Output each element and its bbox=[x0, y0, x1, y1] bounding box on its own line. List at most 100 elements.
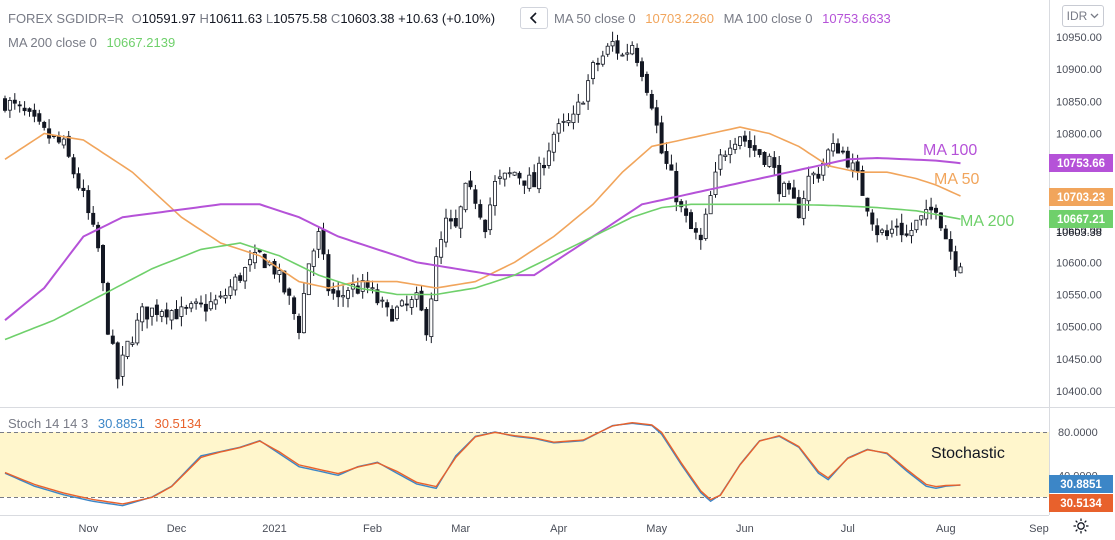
candle-body bbox=[693, 228, 698, 233]
candle-body bbox=[801, 198, 806, 219]
candle-body bbox=[865, 197, 870, 212]
candle-body bbox=[125, 340, 130, 357]
legend-row-stoch[interactable]: Stoch 14 14 3 30.8851 30.5134 bbox=[8, 416, 201, 431]
candle-body bbox=[135, 319, 140, 344]
candle-body bbox=[943, 228, 948, 240]
ma-line-ma50 bbox=[4, 126, 961, 289]
candle-body bbox=[718, 154, 723, 170]
ma50-label: MA 50 close 0 bbox=[554, 11, 636, 26]
candle-body bbox=[904, 233, 909, 236]
candle-body bbox=[831, 143, 836, 152]
candle-body bbox=[17, 104, 22, 107]
candle-body bbox=[610, 40, 615, 47]
stochastic-annotation: Stochastic bbox=[931, 445, 1005, 462]
ma-annotation: MA 100 bbox=[923, 142, 977, 159]
candle-body bbox=[154, 304, 159, 315]
candle-body bbox=[885, 230, 890, 237]
candle-body bbox=[301, 293, 306, 334]
price-tick-label: 10850.00 bbox=[1056, 96, 1102, 108]
candle-body bbox=[86, 190, 91, 214]
candle-body bbox=[223, 295, 228, 299]
candle-body bbox=[326, 254, 331, 292]
time-tick-label: Jul bbox=[841, 523, 855, 535]
candle-body bbox=[448, 218, 453, 222]
candle-body bbox=[458, 206, 463, 229]
candle-body bbox=[787, 183, 792, 190]
candle-body bbox=[649, 94, 654, 109]
legend-row-ma200[interactable]: MA 200 close 0 10667.2139 bbox=[8, 35, 175, 50]
candle-body bbox=[439, 239, 444, 258]
candle-body bbox=[463, 182, 468, 211]
legend-row-ma[interactable]: MA 50 close 0 10703.2260 MA 100 close 0 … bbox=[554, 11, 891, 26]
candle-body bbox=[595, 62, 600, 65]
candle-body bbox=[189, 303, 194, 309]
candle-body bbox=[703, 213, 708, 239]
candle-body bbox=[571, 113, 576, 124]
currency-selector[interactable]: IDR bbox=[1062, 5, 1104, 27]
candle-body bbox=[728, 147, 733, 156]
candle-body bbox=[292, 297, 297, 315]
collapse-legend-button[interactable] bbox=[520, 7, 548, 29]
price-tick-label: 10500.00 bbox=[1056, 322, 1102, 334]
candle-body bbox=[924, 209, 929, 220]
gear-icon bbox=[1073, 518, 1089, 534]
candle-body bbox=[3, 98, 8, 111]
candle-body bbox=[836, 143, 841, 154]
time-axis[interactable]: Nov Dec 2021 Feb Mar Apr May Jun Jul Aug Sep bbox=[79, 523, 1049, 535]
stoch-tick-label: 80.0000 bbox=[1058, 427, 1098, 439]
candle-body bbox=[488, 204, 493, 231]
ma200-label: MA 200 close 0 bbox=[8, 35, 97, 50]
candle-body bbox=[414, 292, 419, 300]
candle-body bbox=[247, 259, 252, 266]
candle-body bbox=[762, 151, 767, 165]
candle-body bbox=[316, 231, 321, 250]
candle-body bbox=[37, 113, 42, 122]
candle-body bbox=[870, 212, 875, 225]
time-tick-label: May bbox=[646, 523, 667, 535]
stoch-d-tag-bg bbox=[1049, 494, 1113, 512]
settings-button[interactable] bbox=[1072, 517, 1090, 540]
candle-body bbox=[311, 250, 316, 267]
candle-body bbox=[115, 342, 120, 380]
candle-body bbox=[850, 162, 855, 171]
candle-body bbox=[419, 290, 424, 311]
price-tick-label: 10550.00 bbox=[1056, 289, 1102, 301]
candle-body bbox=[581, 102, 586, 105]
candle-body bbox=[733, 143, 738, 150]
time-tick-label: 2021 bbox=[262, 523, 286, 535]
candle-body bbox=[914, 219, 919, 231]
time-tick-label: Dec bbox=[167, 523, 187, 535]
candle-body bbox=[512, 171, 517, 176]
candle-body bbox=[796, 197, 801, 219]
candlestick-series bbox=[3, 31, 963, 389]
candle-body bbox=[782, 182, 787, 197]
price-tick-label: 10400.00 bbox=[1056, 386, 1102, 398]
candle-body bbox=[919, 215, 924, 221]
stoch-label: Stoch 14 14 3 bbox=[8, 416, 89, 431]
symbol-name[interactable]: FOREX SGDIDR=R bbox=[8, 11, 124, 26]
candle-body bbox=[811, 172, 816, 176]
candle-body bbox=[698, 234, 703, 241]
candle-body bbox=[752, 145, 757, 151]
candle-body bbox=[424, 308, 429, 336]
candle-body bbox=[71, 157, 76, 175]
moving-average-lines bbox=[4, 126, 961, 341]
currency-label: IDR bbox=[1066, 9, 1088, 23]
candle-body bbox=[262, 253, 267, 269]
ma-annotation: MA 50 bbox=[934, 171, 979, 188]
candle-body bbox=[81, 187, 86, 191]
candle-body bbox=[507, 172, 512, 175]
price-tick-label: 10900.00 bbox=[1056, 64, 1102, 76]
high-value: 10611.63 bbox=[208, 11, 263, 26]
close-value: 10603.38 bbox=[340, 11, 395, 26]
candle-body bbox=[948, 239, 953, 252]
candle-body bbox=[110, 335, 115, 344]
candle-body bbox=[331, 288, 336, 294]
open-value: 10591.97 bbox=[141, 11, 196, 26]
candle-body bbox=[934, 207, 939, 213]
candle-body bbox=[591, 62, 596, 80]
candle-body bbox=[953, 251, 958, 271]
candle-body bbox=[586, 80, 591, 102]
